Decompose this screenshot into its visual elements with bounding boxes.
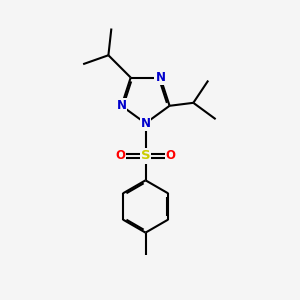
Text: O: O <box>115 149 125 162</box>
Text: S: S <box>141 149 150 162</box>
Text: N: N <box>116 99 127 112</box>
Text: N: N <box>140 117 151 130</box>
Text: O: O <box>166 149 176 162</box>
Text: N: N <box>155 71 165 84</box>
